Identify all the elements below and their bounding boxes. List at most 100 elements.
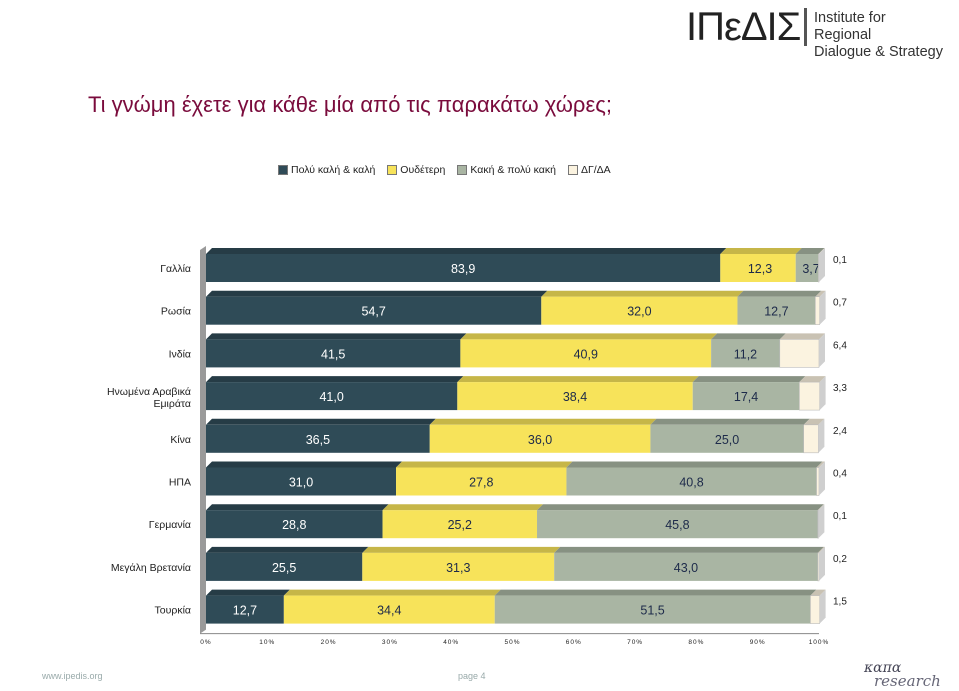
bar-segment xyxy=(779,339,820,368)
data-label: 11,2 xyxy=(734,347,757,361)
bar-segment xyxy=(803,424,819,454)
bar-top-face xyxy=(692,376,806,383)
data-label: 28,8 xyxy=(282,518,306,532)
data-label: 83,9 xyxy=(451,262,475,276)
bar-segment xyxy=(429,424,651,453)
data-label: 25,5 xyxy=(272,561,296,575)
data-label: 36,0 xyxy=(528,433,552,447)
legend-item-bad: Κακή & πολύ κακή xyxy=(457,164,556,176)
bar-top-face xyxy=(817,504,825,511)
bar-top-face xyxy=(362,546,561,553)
data-label: 36,5 xyxy=(306,433,330,447)
data-label: 38,4 xyxy=(563,390,587,404)
x-tick-label: 60% xyxy=(566,639,582,646)
bar-top-face xyxy=(818,248,825,254)
x-tick-label: 70% xyxy=(627,639,643,646)
bar-top-face xyxy=(206,333,467,340)
category-label: Εμιράτα xyxy=(154,398,192,410)
data-label-dk: 6,4 xyxy=(833,340,847,351)
data-label-dk: 2,4 xyxy=(833,426,847,437)
data-label: 27,8 xyxy=(469,476,493,490)
legend-item-dk: ΔΓ/ΔΑ xyxy=(567,164,611,176)
bar-side-face xyxy=(818,504,825,539)
bar-top-face xyxy=(206,504,389,511)
logo-line-1: Institute for Regional xyxy=(814,10,886,43)
bar-segment xyxy=(795,254,819,282)
brand-line-2: research xyxy=(874,672,941,690)
logo-divider xyxy=(804,8,807,46)
bar-segment xyxy=(537,510,818,539)
data-label: 32,0 xyxy=(627,305,651,319)
legend-swatch-dk xyxy=(567,165,578,175)
bar-side-face xyxy=(819,248,825,282)
legend-label-dk: ΔΓ/ΔΑ xyxy=(580,164,611,176)
bar-top-face xyxy=(457,376,699,383)
footer-url[interactable]: www.ipedis.org xyxy=(42,671,103,681)
bar-segment xyxy=(817,552,820,582)
bar-top-face xyxy=(650,418,810,425)
data-label-dk: 0,1 xyxy=(833,511,847,522)
legend-swatch-good xyxy=(278,165,288,175)
x-tick-label: 100% xyxy=(809,639,830,646)
bar-segment xyxy=(566,467,817,496)
bar-top-face xyxy=(206,290,548,297)
bar-top-face xyxy=(206,376,464,383)
bar-side-face xyxy=(819,461,825,496)
data-label-dk: 0,4 xyxy=(833,469,847,480)
bar-top-face xyxy=(541,290,744,297)
bar-segment xyxy=(283,595,495,624)
bar-segment xyxy=(382,510,538,539)
bar-top-face xyxy=(283,589,501,596)
bar-top-face xyxy=(396,461,573,468)
data-label: 40,8 xyxy=(679,476,703,490)
bar-segment xyxy=(206,510,383,539)
bar-segment xyxy=(554,552,818,581)
bar-top-face xyxy=(206,461,403,468)
bar-top-face xyxy=(537,504,824,511)
bar-segment xyxy=(206,382,458,411)
data-label: 12,7 xyxy=(764,305,788,319)
chart-legend: Πολύ καλή & καλή Ουδέτερη Κακή & πολύ κα… xyxy=(278,164,611,176)
bar-segment xyxy=(206,595,284,624)
data-label-dk: 3,3 xyxy=(833,383,847,394)
legend-label-neutral: Ουδέτερη xyxy=(400,164,446,176)
bar-segment xyxy=(206,296,542,325)
data-label: 41,5 xyxy=(321,347,345,361)
data-label: 25,2 xyxy=(448,518,472,532)
chart-title: Τι γνώμη έχετε για κάθε μία από τις παρα… xyxy=(88,92,612,117)
data-label: 31,0 xyxy=(289,476,313,490)
bar-segment xyxy=(818,253,820,283)
bar-segment xyxy=(692,382,800,411)
bar-side-face xyxy=(819,333,825,368)
bar-segment xyxy=(396,467,567,496)
bar-segment xyxy=(494,595,811,624)
logo-tagline: Institute for Regional Dialogue & Strate… xyxy=(814,10,946,61)
bar-segment xyxy=(737,296,816,325)
x-tick-label: 80% xyxy=(688,639,704,646)
legend-swatch-neutral xyxy=(387,165,398,175)
bar-segment xyxy=(206,467,397,496)
bar-segment xyxy=(810,595,820,624)
bar-segment xyxy=(206,552,363,581)
bar-top-face xyxy=(460,333,718,340)
bar-segment xyxy=(457,382,693,411)
legend-item-good: Πολύ καλή & καλή xyxy=(278,164,375,176)
category-label: Γερμανία xyxy=(149,519,191,531)
brand-line-1: καπα xyxy=(864,660,902,676)
bar-top-face xyxy=(206,589,290,596)
data-label: 12,7 xyxy=(233,604,257,618)
data-label: 41,0 xyxy=(319,390,343,404)
data-label-dk: 0,2 xyxy=(833,554,847,565)
data-label: 43,0 xyxy=(674,561,698,575)
bar-top-face xyxy=(206,546,369,553)
bar-side-face xyxy=(819,290,826,325)
bar-segment xyxy=(206,254,721,282)
bar-segment xyxy=(650,424,804,453)
x-tick-label: 50% xyxy=(504,639,520,646)
data-label: 12,3 xyxy=(748,262,772,276)
bar-segment xyxy=(815,296,820,326)
data-label: 31,3 xyxy=(446,561,470,575)
chart-left-wall xyxy=(200,246,206,634)
bar-top-face xyxy=(815,290,826,297)
